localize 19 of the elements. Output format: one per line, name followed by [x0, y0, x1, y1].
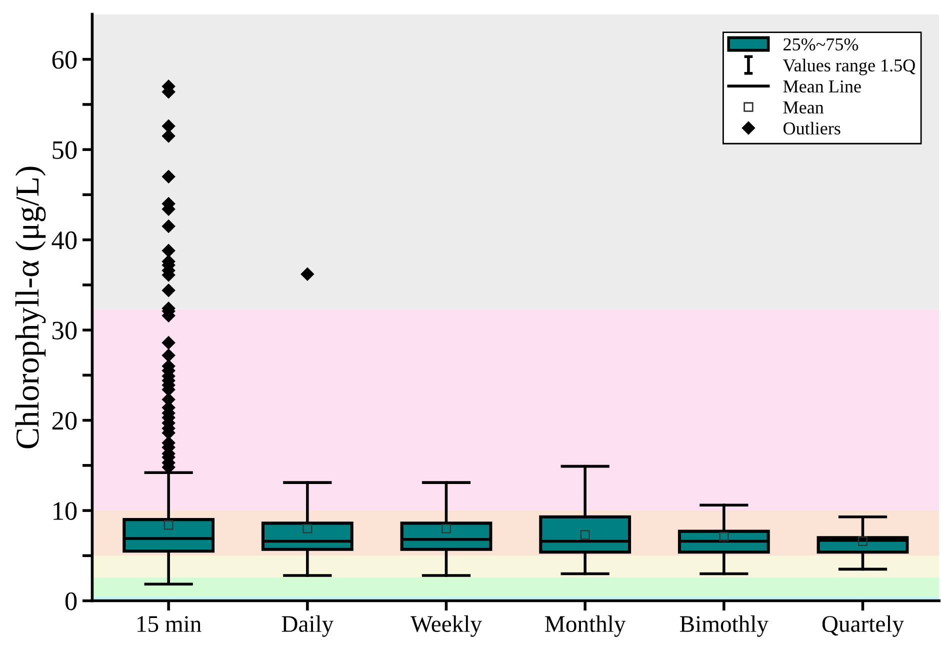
y-tick-label: 30 [52, 322, 77, 340]
y-axis-title: Chlorophyll-α (μg/L) [15, 166, 46, 448]
annotation: Mean Line [783, 80, 861, 93]
y-tick-label: 40 [52, 231, 77, 250]
y-tick-label: 0 [65, 592, 77, 610]
annotation: Outliers [784, 122, 840, 135]
y-tick-label: 20 [52, 412, 77, 430]
x-tick-label: Daily [282, 615, 334, 637]
annotation: Mean [783, 102, 824, 114]
y-tick-label: 60 [52, 50, 77, 69]
annotation: 25%~75% [784, 38, 858, 51]
x-tick-label: Monthly [545, 615, 626, 637]
x-tick-label: Quartely [822, 615, 904, 637]
x-tick-label: 15 min [138, 616, 202, 632]
y-tick-label: 10 [54, 502, 77, 520]
x-tick-label: Weekly [410, 615, 482, 637]
x-tick-label: Bimothly [680, 615, 768, 637]
annotation: Values range 1.5Q [782, 58, 916, 76]
y-tick-label: 50 [52, 141, 77, 159]
